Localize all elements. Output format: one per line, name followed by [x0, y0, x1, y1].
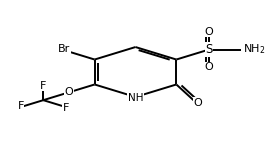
Text: NH: NH	[128, 93, 143, 103]
Text: F: F	[63, 103, 69, 113]
Text: O: O	[194, 98, 202, 108]
Text: NH$_2$: NH$_2$	[243, 43, 265, 56]
Text: O: O	[205, 62, 214, 72]
Text: F: F	[17, 101, 24, 111]
Text: F: F	[40, 81, 47, 91]
Text: O: O	[205, 27, 214, 37]
Text: Br: Br	[58, 44, 70, 54]
Text: S: S	[205, 43, 213, 56]
Text: O: O	[64, 87, 73, 97]
